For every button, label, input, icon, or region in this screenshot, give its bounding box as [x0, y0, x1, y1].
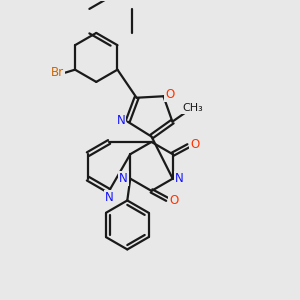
Text: Br: Br	[51, 66, 64, 79]
Text: O: O	[190, 138, 200, 151]
Text: CH₃: CH₃	[182, 103, 203, 113]
Text: N: N	[105, 191, 113, 204]
Text: O: O	[165, 88, 175, 101]
Text: O: O	[169, 194, 178, 207]
Text: N: N	[119, 172, 128, 185]
Text: N: N	[175, 172, 184, 185]
Text: N: N	[117, 114, 125, 127]
